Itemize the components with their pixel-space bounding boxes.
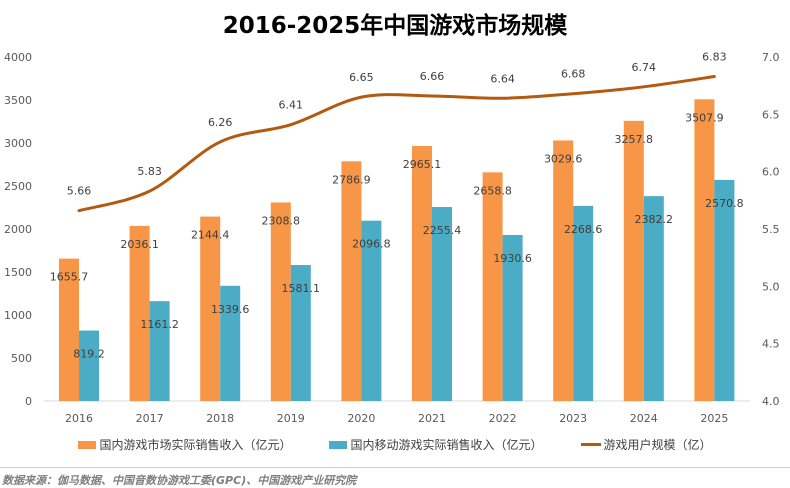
bar	[200, 216, 221, 401]
y-right-tick-label: 7.0	[762, 51, 780, 64]
y-left-tick-label: 2000	[4, 223, 32, 236]
data-label: 2144.4	[191, 229, 230, 242]
bar	[623, 120, 644, 402]
y-left-tick-label: 4000	[4, 51, 32, 64]
bar	[643, 196, 664, 401]
data-label: 2965.1	[403, 158, 442, 171]
y-right-tick-label: 4.0	[762, 395, 780, 408]
line-data-label: 6.68	[561, 68, 586, 81]
legend: 国内游戏市场实际销售收入（亿元） 国内移动游戏实际销售收入（亿元） 游戏用户规模…	[0, 436, 790, 453]
y-right-tick-label: 6.0	[762, 166, 780, 179]
legend-item-mobile-revenue: 国内移动游戏实际销售收入（亿元）	[329, 436, 543, 453]
divider	[0, 467, 790, 468]
data-label: 2036.1	[120, 238, 159, 251]
line-data-label: 6.83	[702, 50, 727, 63]
source-note: 数据来源：伽马数据、中国音数协游戏工委(GPC)、中国游戏产业研究院	[2, 474, 357, 487]
bar	[412, 146, 432, 401]
bar	[573, 205, 594, 401]
legend-item-user-scale: 游戏用户规模（亿）	[580, 436, 712, 453]
data-label: 2786.9	[332, 173, 371, 186]
line-data-label: 6.26	[208, 116, 233, 129]
bar	[220, 285, 241, 401]
data-label: 2570.8	[705, 197, 744, 210]
data-label: 1161.2	[140, 318, 179, 331]
x-tick-label: 2017	[136, 412, 164, 425]
y-right-tick-label: 5.0	[762, 280, 780, 293]
chart-title: 2016-2025年中国游戏市场规模	[222, 13, 568, 39]
data-label: 2268.6	[564, 223, 603, 236]
y-right-tick-label: 6.5	[762, 108, 780, 121]
x-tick-label: 2022	[489, 412, 517, 425]
data-label: 3507.9	[685, 111, 724, 124]
legend-item-domestic-revenue: 国内游戏市场实际销售收入（亿元）	[78, 436, 291, 453]
y-left-tick-label: 1000	[4, 309, 32, 322]
data-label: 2658.8	[473, 184, 512, 197]
bar	[79, 330, 99, 401]
line-data-label: 6.74	[632, 61, 657, 74]
bar	[341, 161, 362, 401]
x-tick-label: 2018	[206, 412, 234, 425]
legend-label: 国内移动游戏实际销售收入（亿元）	[350, 438, 543, 452]
y-left-tick-label: 3000	[4, 137, 32, 150]
legend-swatch	[329, 440, 348, 449]
data-label: 3257.8	[615, 133, 654, 146]
y-left-tick-label: 1500	[4, 266, 32, 279]
bar	[270, 202, 291, 401]
data-label: 3029.6	[544, 152, 583, 165]
y-left-tick-label: 3500	[4, 94, 32, 107]
data-label: 1339.6	[211, 303, 250, 316]
data-label: 1930.6	[493, 252, 532, 265]
y-right-tick-label: 5.5	[762, 223, 780, 236]
x-tick-label: 2024	[630, 412, 658, 425]
bar	[361, 220, 382, 401]
bar	[290, 265, 311, 401]
data-label: 2255.4	[423, 224, 462, 237]
y-left-tick-label: 2500	[4, 180, 32, 193]
bar	[502, 234, 523, 401]
line-data-label: 6.66	[420, 70, 445, 83]
line-data-label: 6.41	[279, 99, 304, 112]
data-label: 819.2	[73, 348, 105, 361]
x-tick-label: 2025	[700, 412, 728, 425]
data-label: 2096.8	[352, 238, 391, 251]
legend-line	[580, 443, 601, 446]
bar	[482, 172, 503, 401]
bar	[714, 179, 735, 401]
x-tick-label: 2016	[65, 412, 93, 425]
x-tick-label: 2019	[277, 412, 305, 425]
data-label: 1581.1	[282, 282, 321, 295]
legend-label: 游戏用户规模（亿）	[603, 438, 712, 452]
y-left-tick-label: 500	[11, 352, 32, 365]
bar	[129, 225, 150, 401]
bar	[553, 140, 574, 401]
line-data-label: 6.64	[490, 72, 515, 85]
bar	[432, 207, 452, 401]
data-label: 2382.2	[635, 213, 674, 226]
data-label: 1655.7	[50, 271, 89, 284]
bar	[694, 99, 715, 401]
line-data-label: 6.65	[349, 71, 374, 84]
bar	[59, 258, 79, 401]
legend-label: 国内游戏市场实际销售收入（亿元）	[99, 438, 292, 452]
x-tick-label: 2020	[347, 412, 375, 425]
line-data-label: 5.83	[137, 165, 162, 178]
bar	[149, 301, 170, 401]
series-line-user-scale	[77, 74, 716, 213]
y-left-tick-label: 0	[25, 395, 32, 408]
legend-swatch	[78, 440, 97, 449]
data-label: 2308.8	[262, 214, 301, 227]
line-data-label: 5.66	[67, 185, 92, 198]
y-right-tick-label: 4.5	[762, 338, 780, 351]
x-tick-label: 2023	[559, 412, 587, 425]
x-tick-label: 2021	[418, 412, 446, 425]
